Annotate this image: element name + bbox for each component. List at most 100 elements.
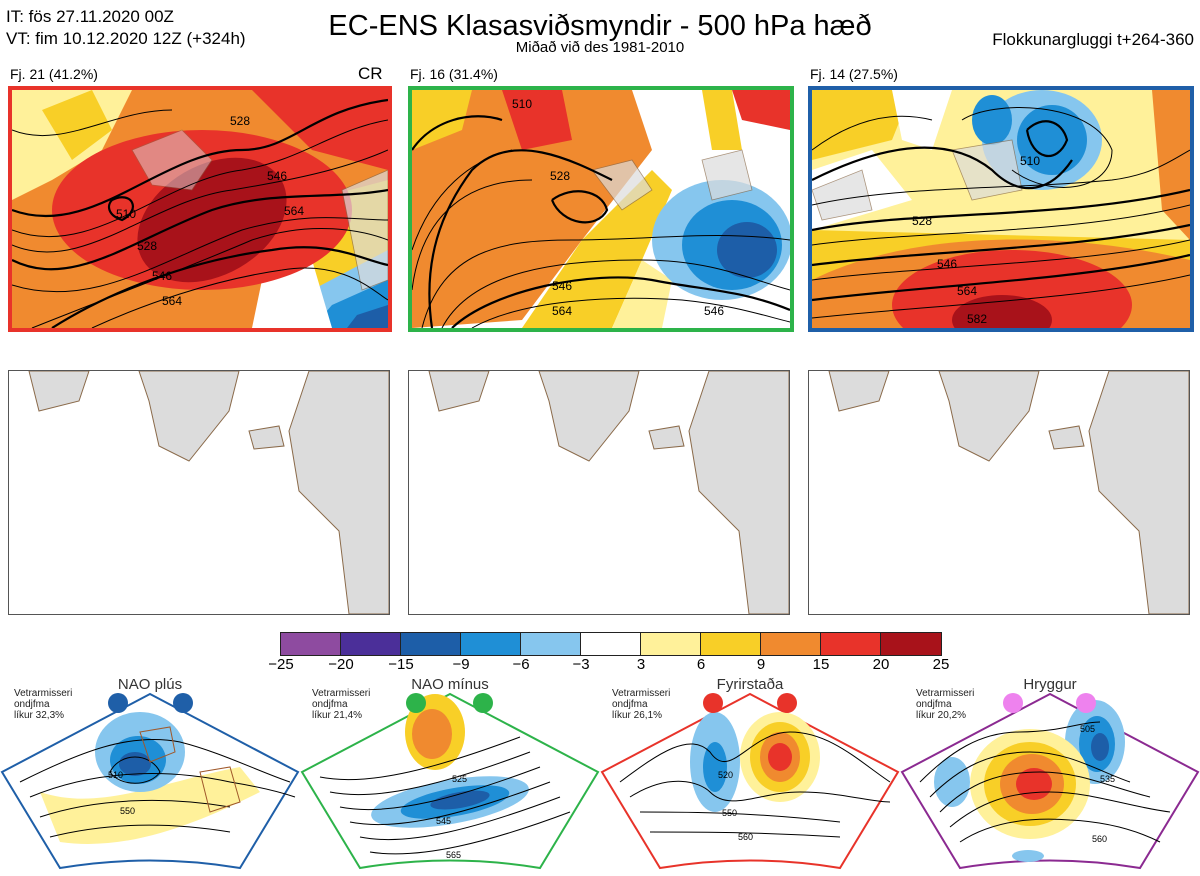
colorbar-segment xyxy=(761,633,821,655)
regime-dot xyxy=(473,693,493,713)
colorbar-tick-label: 6 xyxy=(696,656,706,673)
contour-label: 528 xyxy=(230,114,250,128)
contour-label: 505 xyxy=(1080,724,1095,734)
regime-dot xyxy=(173,693,193,713)
colorbar-tick-label: −25 xyxy=(268,656,294,673)
colorbar-tick-label: 15 xyxy=(812,656,830,673)
empty-map-2 xyxy=(408,370,790,615)
colorbar-segment xyxy=(341,633,401,655)
regime-title-nao-minus: NAO mínus xyxy=(411,676,489,693)
contour-label: 564 xyxy=(162,294,182,308)
colorbar-segment xyxy=(881,633,941,655)
regime-title-ridge: Hryggur xyxy=(1023,676,1077,693)
colorbar-tick-label: 9 xyxy=(756,656,766,673)
contour-label: 528 xyxy=(137,239,157,253)
cluster-3-label: Fj. 14 (27.5%) xyxy=(810,66,898,82)
regime-dot xyxy=(108,693,128,713)
colorbar-tick-label: −9 xyxy=(452,656,470,673)
contour-label: 564 xyxy=(552,304,572,318)
colorbar-segment xyxy=(281,633,341,655)
note-line: líkur 20,2% xyxy=(916,710,967,721)
colorbar-segment xyxy=(401,633,461,655)
colorbar-tick-label: −20 xyxy=(328,656,354,673)
note-line: ondjfma xyxy=(612,699,648,710)
contour-label: 550 xyxy=(722,808,737,818)
note-line: Vetrarmisseri xyxy=(14,688,73,699)
regime-blocking: 520 550 560 xyxy=(600,672,900,871)
note-line: ondjfma xyxy=(14,699,50,710)
contour-label: 510 xyxy=(116,207,136,221)
contour-label: 546 xyxy=(704,304,724,318)
contour-label: 528 xyxy=(912,214,932,228)
colorbar-segment xyxy=(521,633,581,655)
page-subtitle: Miðað við des 1981-2010 xyxy=(515,39,685,56)
contour-label: 564 xyxy=(957,284,977,298)
header-info: IT: fös 27.11.2020 00Z VT: fim 10.12.202… xyxy=(6,6,246,50)
contour-label: 545 xyxy=(436,816,451,826)
contour-label: 510 xyxy=(108,770,123,780)
cluster-map-3: 510 528 546 564 582 xyxy=(808,86,1194,332)
regime-note-blocking: Vetrarmisseri ondjfma líkur 26,1% xyxy=(612,688,670,721)
valid-time: VT: fim 10.12.2020 12Z (+324h) xyxy=(6,29,246,48)
contour-label: 582 xyxy=(967,312,987,326)
colorbar-segment xyxy=(461,633,521,655)
regime-dot xyxy=(1003,693,1023,713)
colorbar-tick-label: 3 xyxy=(636,656,646,673)
initial-time: IT: fös 27.11.2020 00Z xyxy=(6,7,174,26)
contour-label: 546 xyxy=(937,257,957,271)
note-line: ondjfma xyxy=(916,699,952,710)
regime-note-ridge: Vetrarmisseri ondjfma líkur 20,2% xyxy=(916,688,974,721)
contour-label: 550 xyxy=(120,806,135,816)
regime-note-nao-plus: Vetrarmisseri ondjfma líkur 32,3% xyxy=(14,688,72,721)
contour-label: 510 xyxy=(512,97,532,111)
regime-dot xyxy=(1076,693,1096,713)
regime-nao-minus: 525 545 565 xyxy=(300,672,600,871)
regime-dot xyxy=(406,693,426,713)
contour-label: 546 xyxy=(552,279,572,293)
note-line: líkur 21,4% xyxy=(312,710,363,721)
contour-label: 535 xyxy=(1100,774,1115,784)
colorbar-tick-label: −15 xyxy=(388,656,414,673)
cluster-1-label: Fj. 21 (41.2%) xyxy=(10,66,98,82)
colorbar-segment xyxy=(701,633,761,655)
contour-label: 560 xyxy=(1092,834,1107,844)
contour-label: 510 xyxy=(1020,154,1040,168)
contour-label: 520 xyxy=(718,770,733,780)
colorbar-segment xyxy=(821,633,881,655)
cluster-1-badge: CR xyxy=(358,64,383,83)
cluster-map-2: 528 510 546 564 546 xyxy=(408,86,794,332)
regime-nao-plus: 510 550 xyxy=(0,672,300,871)
colorbar-tick-label: −6 xyxy=(512,656,530,673)
contour-label: 565 xyxy=(446,850,461,860)
page-title: EC-ENS Klasasviðsmyndir - 500 hPa hæð xyxy=(328,10,872,42)
note-line: ondjfma xyxy=(312,699,348,710)
note-line: Vetrarmisseri xyxy=(312,688,371,699)
contour-label: 560 xyxy=(738,832,753,842)
note-line: líkur 26,1% xyxy=(612,710,663,721)
regime-title-nao-plus: NAO plús xyxy=(117,676,183,693)
regime-title-blocking: Fyrirstaða xyxy=(716,676,784,693)
colorbar-segment xyxy=(581,633,641,655)
regime-note-nao-minus: Vetrarmisseri ondjfma líkur 21,4% xyxy=(312,688,370,721)
contour-label: 564 xyxy=(284,204,304,218)
note-line: líkur 32,3% xyxy=(14,710,65,721)
regime-dot xyxy=(777,693,797,713)
contour-label: 546 xyxy=(267,169,287,183)
colorbar-tick-label: 25 xyxy=(932,656,950,673)
contour-label: 528 xyxy=(550,169,570,183)
contour-label: 546 xyxy=(152,269,172,283)
empty-map-1 xyxy=(8,370,390,615)
regime-dot xyxy=(703,693,723,713)
regime-ridge: 505 535 560 xyxy=(900,672,1200,871)
empty-map-3 xyxy=(808,370,1190,615)
contour-label: 525 xyxy=(452,774,467,784)
note-line: Vetrarmisseri xyxy=(916,688,975,699)
cluster-map-1: 528 546 564 510 528 546 564 xyxy=(8,86,392,332)
classification-window: Flokkunargluggi t+264-360 xyxy=(992,30,1194,49)
colorbar-segment xyxy=(641,633,701,655)
colorbar-tick-label: −3 xyxy=(572,656,590,673)
colorbar xyxy=(280,632,942,656)
note-line: Vetrarmisseri xyxy=(612,688,671,699)
colorbar-tick-label: 20 xyxy=(872,656,890,673)
cluster-2-label: Fj. 16 (31.4%) xyxy=(410,66,498,82)
